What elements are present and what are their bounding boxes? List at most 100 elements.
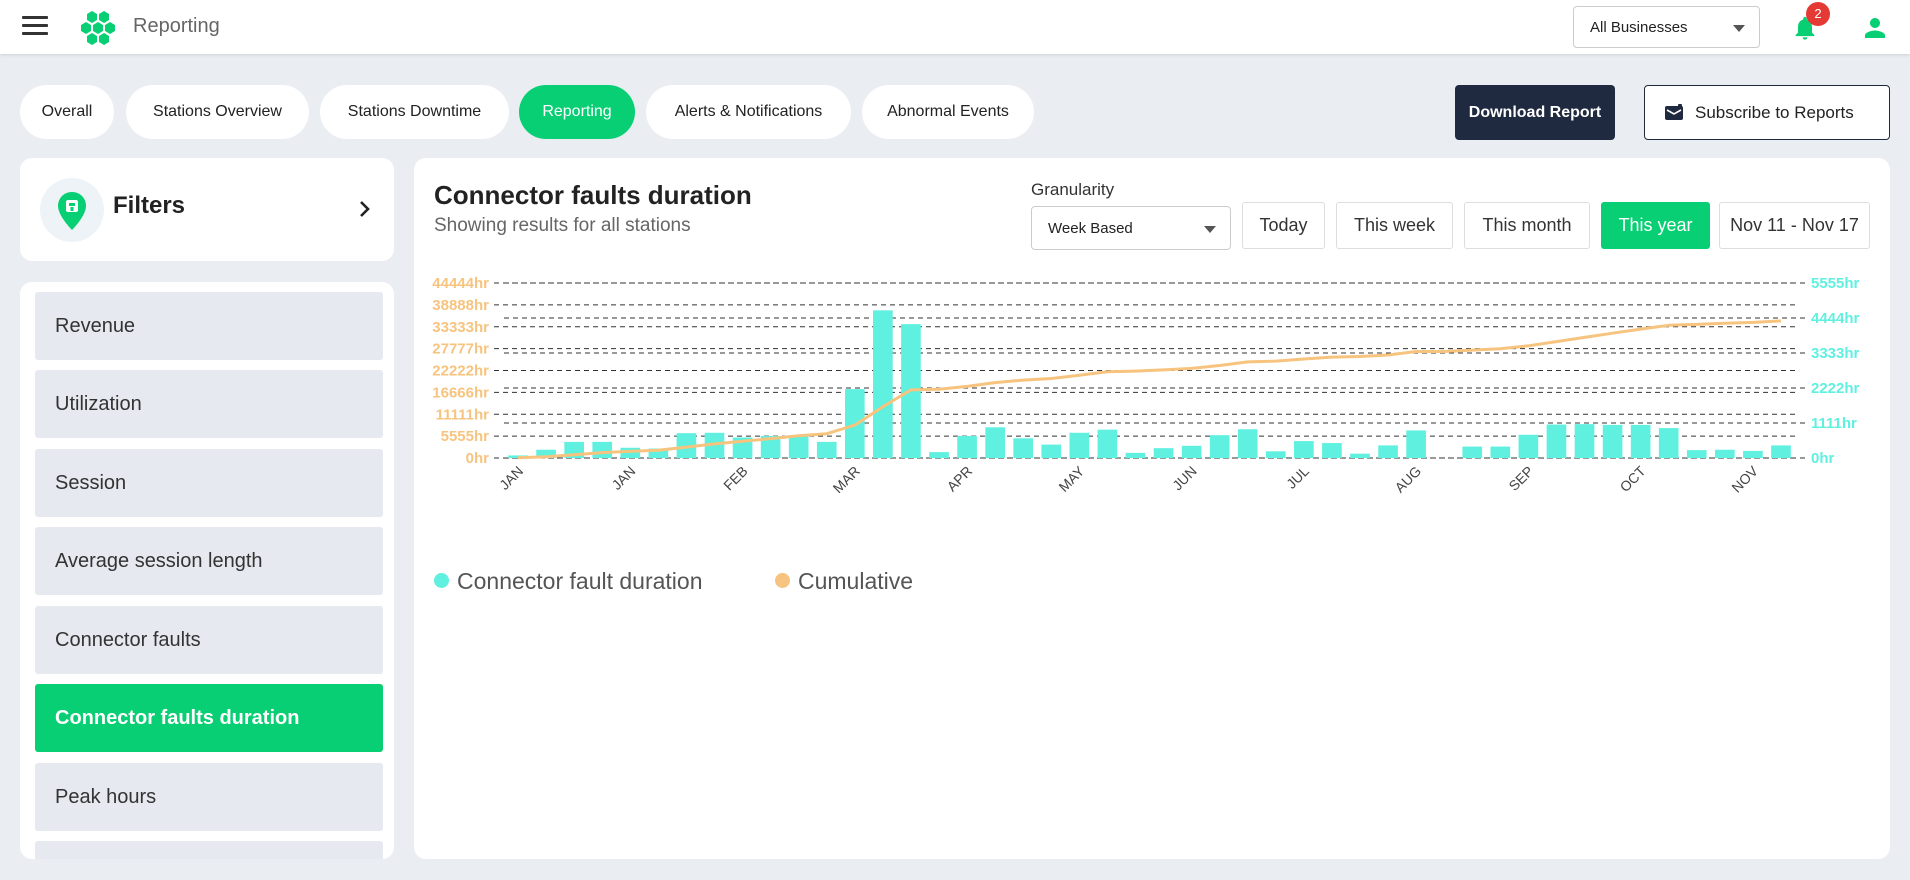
bar: [1658, 428, 1679, 458]
tab-alerts-notifications[interactable]: Alerts & Notifications: [646, 85, 851, 139]
range-this-year-button[interactable]: This year: [1601, 202, 1710, 249]
bar: [929, 452, 949, 458]
bar: [1153, 448, 1174, 458]
subscribe-reports-button[interactable]: Subscribe to Reports: [1644, 85, 1890, 140]
legend-cumulative[interactable]: Cumulative: [775, 568, 913, 595]
app-title: Reporting: [133, 15, 220, 37]
date-range-picker[interactable]: Nov 11 - Nov 17: [1719, 202, 1870, 249]
filters-title: Filters: [113, 192, 186, 219]
y-right-tick-label: 0hr: [1811, 450, 1835, 467]
bar: [957, 435, 977, 458]
bar: [1518, 434, 1539, 458]
download-report-button[interactable]: Download Report: [1455, 85, 1615, 140]
bar: [1462, 446, 1483, 458]
x-tick-label: JUL: [1283, 463, 1312, 492]
sidebar-item-revenue[interactable]: Revenue: [35, 292, 383, 360]
bar: [592, 441, 613, 458]
x-tick-label: AUG: [1391, 463, 1424, 496]
bar: [1406, 430, 1426, 458]
bar: [1125, 452, 1146, 458]
bar: [1602, 424, 1623, 458]
y-left-tick-label: 27777hr: [432, 341, 489, 358]
sidebar-item-utilization[interactable]: Utilization: [35, 370, 383, 438]
bar: [1715, 449, 1735, 458]
chart-card: Connector faults duration Showing result…: [414, 158, 1890, 859]
legend-label: Cumulative: [798, 568, 914, 594]
bar: [1378, 445, 1398, 458]
bar: [1686, 450, 1707, 458]
bar: [1490, 446, 1511, 458]
y-left-tick-label: 22222hr: [432, 363, 489, 380]
x-tick-label: MAY: [1055, 462, 1087, 494]
bar: [1237, 429, 1258, 458]
bar: [1041, 444, 1062, 458]
x-tick-label: NOV: [1728, 462, 1761, 495]
bar: [536, 449, 556, 458]
mail-icon: [1665, 104, 1683, 120]
chart-subtitle: Showing results for all stations: [434, 215, 691, 236]
legend-label: Connector fault duration: [457, 568, 703, 594]
bar: [816, 441, 837, 458]
station-pin-icon: [40, 178, 104, 242]
bar: [1630, 424, 1651, 458]
chevron-down-icon: [1733, 25, 1745, 32]
user-icon[interactable]: [1860, 13, 1890, 43]
granularity-label: Granularity: [1031, 180, 1115, 199]
legend-connector-fault-duration[interactable]: Connector fault duration: [434, 568, 703, 595]
legend-dot: [775, 573, 790, 588]
y-left-tick-label: 33333hr: [432, 319, 489, 336]
tab-stations-downtime[interactable]: Stations Downtime: [320, 85, 509, 139]
bar: [788, 435, 809, 458]
range-this-month-button[interactable]: This month: [1464, 202, 1590, 249]
bar: [1013, 438, 1034, 458]
y-left-tick-label: 16666hr: [432, 384, 489, 401]
tab-overall[interactable]: Overall: [20, 85, 114, 139]
sidebar-item-session[interactable]: Session: [35, 449, 383, 517]
legend-dot: [434, 573, 449, 588]
x-tick-label: JAN: [608, 463, 638, 493]
range-today-button[interactable]: Today: [1242, 202, 1325, 249]
bar: [1097, 429, 1118, 458]
chevron-right-icon[interactable]: [357, 196, 373, 222]
bar: [1322, 443, 1342, 458]
top-bar: Reporting All Businesses 2: [0, 0, 1910, 54]
x-tick-label: FEB: [720, 463, 751, 494]
bar: [1574, 424, 1595, 458]
menu-icon[interactable]: [22, 16, 48, 38]
bar: [873, 310, 893, 458]
sidebar-item-next[interactable]: [35, 841, 383, 859]
y-left-tick-label: 44444hr: [432, 275, 489, 292]
granularity-value: Week Based: [1048, 220, 1133, 237]
x-tick-label: JUN: [1169, 463, 1200, 494]
y-left-tick-label: 11111hr: [436, 406, 490, 423]
sidebar-item-average-session-length[interactable]: Average session length: [35, 527, 383, 595]
bar: [1294, 441, 1314, 458]
range-this-week-button[interactable]: This week: [1336, 202, 1453, 249]
y-left-tick-label: 0hr: [466, 450, 490, 467]
sidebar-item-connector-faults-duration[interactable]: Connector faults duration: [35, 684, 383, 752]
y-right-tick-label: 4444hr: [1811, 310, 1860, 327]
sidebar-item-connector-faults[interactable]: Connector faults: [35, 606, 383, 674]
tab-stations-overview[interactable]: Stations Overview: [126, 85, 309, 139]
filters-panel-toggle[interactable]: Filters: [20, 158, 394, 261]
business-select[interactable]: All Businesses: [1573, 6, 1760, 48]
x-tick-label: OCT: [1617, 462, 1650, 495]
y-left-tick-label: 38888hr: [432, 297, 489, 314]
y-left-tick-label: 5555hr: [441, 428, 490, 445]
bar: [1265, 451, 1286, 458]
bar: [760, 435, 781, 458]
y-right-tick-label: 1111hr: [1811, 415, 1857, 432]
bar: [1546, 424, 1567, 458]
y-right-tick-label: 2222hr: [1811, 380, 1860, 397]
subscribe-label: Subscribe to Reports: [1695, 103, 1854, 122]
tab-reporting[interactable]: Reporting: [519, 85, 635, 139]
chart-title: Connector faults duration: [434, 180, 752, 210]
notification-badge: 2: [1806, 2, 1830, 26]
bar: [1181, 445, 1202, 458]
y-right-tick-label: 5555hr: [1811, 275, 1860, 292]
sidebar-item-peak-hours[interactable]: Peak hours: [35, 763, 383, 831]
x-tick-label: SEP: [1505, 463, 1536, 494]
tab-abnormal-events[interactable]: Abnormal Events: [862, 85, 1034, 139]
logo-icon: [78, 9, 120, 47]
granularity-select[interactable]: Week Based: [1031, 206, 1231, 250]
